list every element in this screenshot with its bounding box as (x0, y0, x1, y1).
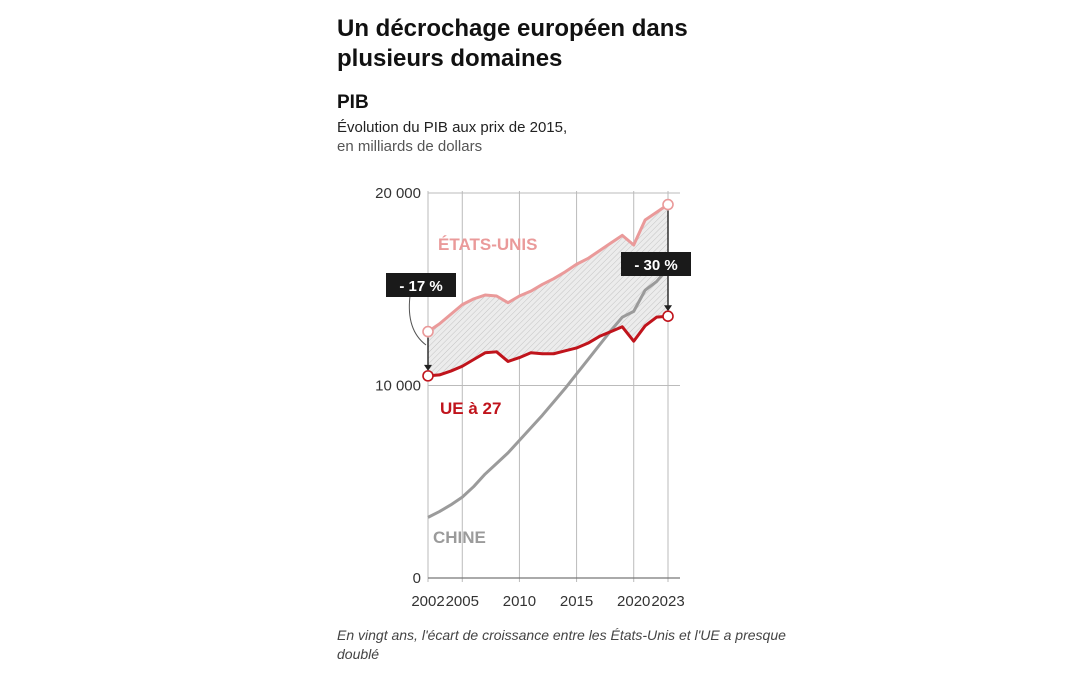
series-lines (427, 203, 670, 519)
eu-endpoint-2002 (422, 370, 434, 382)
chart-title: Un décrochage européen dans plusieurs do… (337, 15, 688, 72)
unit-text: en milliards de dollars (337, 138, 483, 155)
y-tick-label: 20 000 (375, 185, 421, 202)
china-series-label: CHINE (433, 528, 486, 547)
gap-shading (428, 204, 668, 376)
x-tick-label: 2015 (560, 593, 593, 610)
arrowhead-2023 (664, 305, 672, 312)
x-tick-label: 2023 (651, 593, 684, 610)
annotations: - 17 % - 30 % (386, 198, 691, 382)
us-endpoint-2002 (422, 325, 434, 338)
chart-description: Évolution du PIB aux prix de 2015, en mi… (337, 118, 567, 156)
badge-2023-label: - 30 % (634, 257, 677, 274)
x-tick-label: 2002 (411, 593, 444, 610)
eu-series-label: UE à 27 (440, 399, 501, 418)
grid (427, 191, 680, 582)
x-tick-label: 2020 (617, 593, 650, 610)
chart-subtitle: PIB (337, 92, 369, 113)
x-tick-label: 2010 (503, 593, 536, 610)
y-tick-label: 0 (413, 570, 421, 587)
badge-2023 (621, 252, 691, 276)
china-line (427, 267, 670, 519)
y-tick-label: 10 000 (375, 378, 421, 395)
description-text: Évolution du PIB aux prix de 2015, (337, 119, 568, 136)
arrowhead-2002 (424, 364, 432, 371)
us-series-label: ÉTATS-UNIS (438, 235, 537, 254)
series-labels: ÉTATS-UNIS UE à 27 CHINE (433, 235, 537, 547)
axis-ticks: 2002 2005 2010 2015 2020 2023 0 10 000 20 000 (375, 185, 685, 610)
gap-area (428, 204, 668, 376)
badge-2002-label: - 17 % (399, 278, 442, 295)
badge-2002 (386, 273, 456, 297)
us-endpoint-2023 (662, 198, 674, 211)
x-tick-label: 2005 (446, 593, 479, 610)
badge-leader-2002 (408, 295, 427, 346)
us-line (427, 203, 669, 333)
footer-note: En vingt ans, l'écart de croissance entr… (337, 627, 786, 662)
eu-endpoint-2023 (662, 310, 674, 323)
eu-line (427, 314, 669, 378)
